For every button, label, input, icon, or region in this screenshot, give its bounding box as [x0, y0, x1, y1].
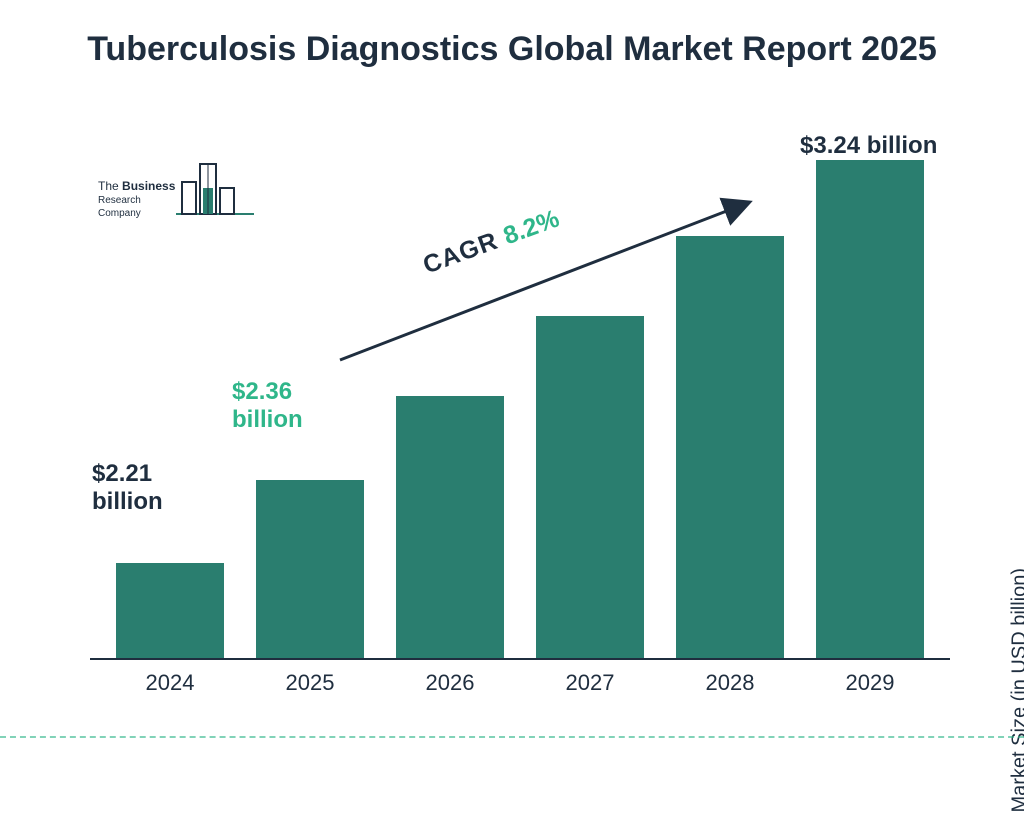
x-axis-line: [90, 658, 950, 660]
x-tick-label: 2025: [250, 670, 370, 696]
footer-divider: [0, 736, 1024, 738]
chart-title: Tuberculosis Diagnostics Global Market R…: [0, 28, 1024, 71]
bar-wrap: [670, 236, 790, 658]
value-label: $2.36billion: [232, 378, 303, 433]
value-label: $2.21billion: [92, 460, 163, 515]
bar: [396, 396, 504, 658]
x-tick-label: 2028: [670, 670, 790, 696]
bar-wrap: [810, 160, 930, 658]
bar: [816, 160, 924, 658]
bar-wrap: [110, 563, 230, 658]
bar-wrap: [390, 396, 510, 658]
value-label: $3.24 billion: [800, 132, 937, 160]
x-tick-label: 2024: [110, 670, 230, 696]
bar: [536, 316, 644, 658]
bar-chart: 202420252026202720282029: [90, 130, 950, 690]
bar: [256, 480, 364, 658]
y-axis-label: Market Size (in USD billion): [1009, 568, 1024, 813]
bar-wrap: [530, 316, 650, 658]
x-tick-label: 2026: [390, 670, 510, 696]
bar: [116, 563, 224, 658]
x-tick-label: 2027: [530, 670, 650, 696]
x-tick-label: 2029: [810, 670, 930, 696]
bar-wrap: [250, 480, 370, 658]
bar: [676, 236, 784, 658]
x-axis-labels: 2024 2025 2026 2027 2028 2029: [90, 670, 950, 696]
